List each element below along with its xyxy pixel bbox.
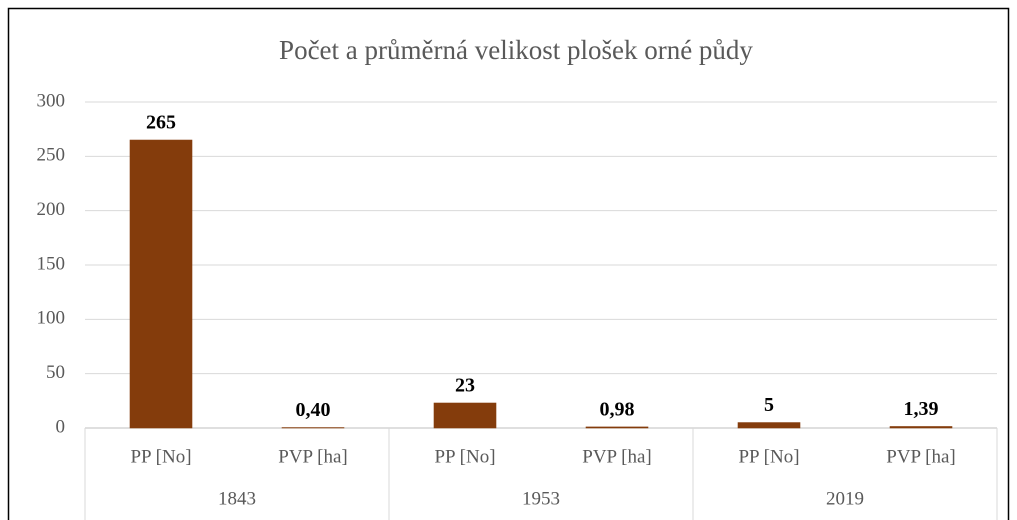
- bar: [433, 402, 497, 429]
- y-tick-label: 250: [37, 145, 66, 166]
- x-tick-label: PP [No]: [130, 446, 191, 467]
- y-tick-label: 100: [37, 308, 66, 329]
- x-tick-label: PVP [ha]: [886, 446, 956, 467]
- y-tick-label: 300: [37, 90, 66, 111]
- group-label: 2019: [826, 488, 864, 509]
- x-tick-label: PP [No]: [434, 446, 495, 467]
- group-label: 1953: [522, 488, 560, 509]
- y-tick-label: 150: [37, 253, 66, 274]
- x-tick-label: PVP [ha]: [278, 446, 348, 467]
- y-tick-label: 200: [37, 199, 66, 220]
- bar: [737, 422, 801, 429]
- bar: [129, 139, 193, 429]
- data-label: 0,98: [600, 399, 635, 421]
- y-tick-label: 0: [56, 416, 66, 437]
- group-label: 1843: [218, 488, 256, 509]
- chart-title: Počet a průměrná velikost plošek orné pů…: [279, 35, 753, 65]
- y-tick-label: 50: [46, 362, 65, 383]
- data-label: 5: [764, 394, 774, 416]
- x-tick-label: PP [No]: [738, 446, 799, 467]
- data-label: 0,40: [296, 399, 331, 421]
- data-label: 265: [146, 112, 176, 134]
- data-label: 1,39: [904, 398, 939, 420]
- bar: [889, 426, 953, 429]
- data-label: 23: [455, 375, 475, 397]
- bar: [585, 426, 649, 429]
- x-tick-label: PVP [ha]: [582, 446, 652, 467]
